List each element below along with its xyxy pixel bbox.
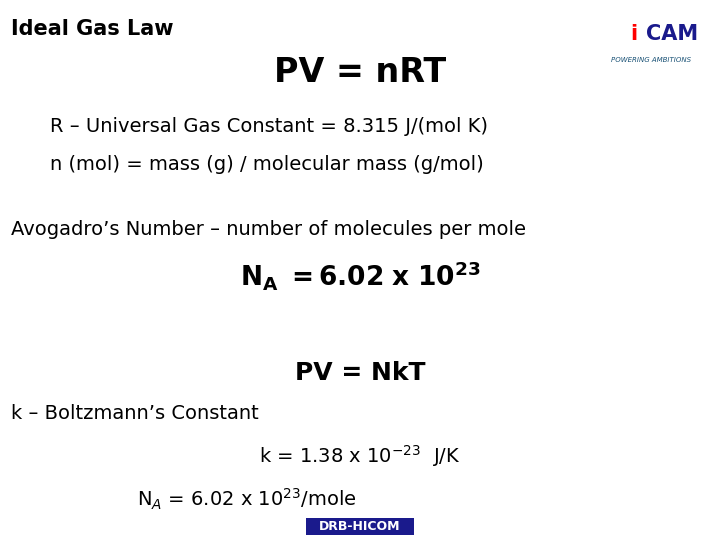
Text: k = 1.38 x 10$^{-23}$  J/K: k = 1.38 x 10$^{-23}$ J/K <box>259 443 461 469</box>
Text: N$_A$ = 6.02 x 10$^{23}$/mole: N$_A$ = 6.02 x 10$^{23}$/mole <box>137 487 356 512</box>
Text: n (mol) = mass (g) / molecular mass (g/mol): n (mol) = mass (g) / molecular mass (g/m… <box>50 155 484 174</box>
Text: POWERING AMBITIONS: POWERING AMBITIONS <box>611 57 691 63</box>
Text: DRB-HICOM: DRB-HICOM <box>319 520 401 533</box>
Text: Ideal Gas Law: Ideal Gas Law <box>11 19 174 39</box>
Text: $\mathbf{N_A}$$\mathbf{\ = 6.02\ x\ 10^{23}}$: $\mathbf{N_A}$$\mathbf{\ = 6.02\ x\ 10^{… <box>240 259 480 292</box>
Text: i: i <box>630 24 637 44</box>
Text: PV = NkT: PV = NkT <box>294 361 426 384</box>
FancyBboxPatch shape <box>306 518 414 535</box>
Text: k – Boltzmann’s Constant: k – Boltzmann’s Constant <box>11 403 258 423</box>
Text: Avogadro’s Number – number of molecules per mole: Avogadro’s Number – number of molecules … <box>11 220 526 239</box>
Text: CAM: CAM <box>646 24 698 44</box>
Text: R – Universal Gas Constant = 8.315 J/(mol K): R – Universal Gas Constant = 8.315 J/(mo… <box>50 117 488 137</box>
Text: PV = nRT: PV = nRT <box>274 56 446 90</box>
